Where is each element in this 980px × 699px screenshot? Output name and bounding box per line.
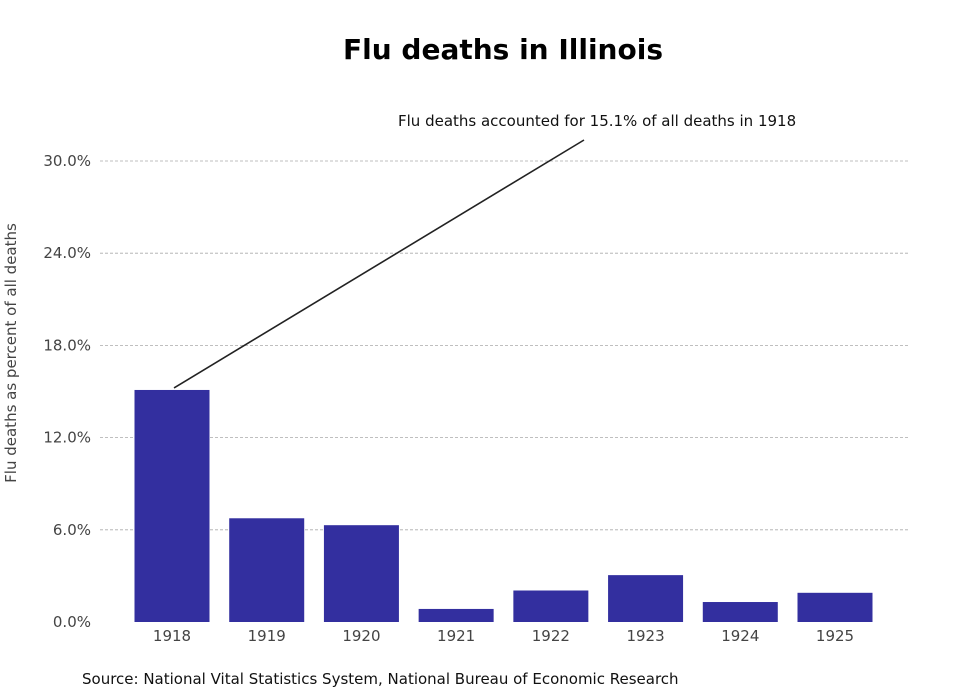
bar-1924	[702, 602, 778, 622]
bar-1918	[134, 389, 210, 622]
y-tick-label: 12.0%	[43, 429, 91, 447]
y-tick-label: 6.0%	[53, 521, 91, 539]
x-tick-label: 1922	[532, 627, 570, 645]
bar-1920	[323, 525, 399, 622]
y-tick-label: 24.0%	[43, 244, 91, 262]
x-tick-label: 1923	[626, 627, 664, 645]
x-tick-label: 1920	[342, 627, 380, 645]
y-tick-label: 18.0%	[43, 336, 91, 354]
gridlines	[100, 160, 910, 531]
x-tick-label: 1925	[816, 627, 854, 645]
annotation-arrow-line	[173, 139, 585, 389]
x-tick-label: 1924	[721, 627, 759, 645]
bar-1925	[797, 592, 873, 622]
y-axis-ticks: 0.0% 6.0% 12.0% 18.0% 24.0% 30.0%	[43, 152, 91, 631]
bar-1919	[229, 518, 305, 622]
x-axis-ticks: 1918 1919 1920 1921 1922 1923 1924 1925	[153, 627, 854, 645]
chart-title: Flu deaths in Illinois	[343, 33, 663, 66]
x-tick-label: 1918	[153, 627, 191, 645]
bars	[134, 389, 873, 622]
x-tick-label: 1921	[437, 627, 475, 645]
y-tick-label: 0.0%	[53, 613, 91, 631]
bar-1921	[418, 608, 494, 622]
annotation-text: Flu deaths accounted for 15.1% of all de…	[398, 112, 796, 130]
y-axis-label: Flu deaths as percent of all deaths	[2, 223, 20, 483]
bar-1922	[513, 590, 589, 622]
y-tick-label: 30.0%	[43, 152, 91, 170]
x-tick-label: 1919	[248, 627, 286, 645]
source-note: Source: National Vital Statistics System…	[82, 670, 679, 688]
bar-1923	[608, 575, 684, 622]
